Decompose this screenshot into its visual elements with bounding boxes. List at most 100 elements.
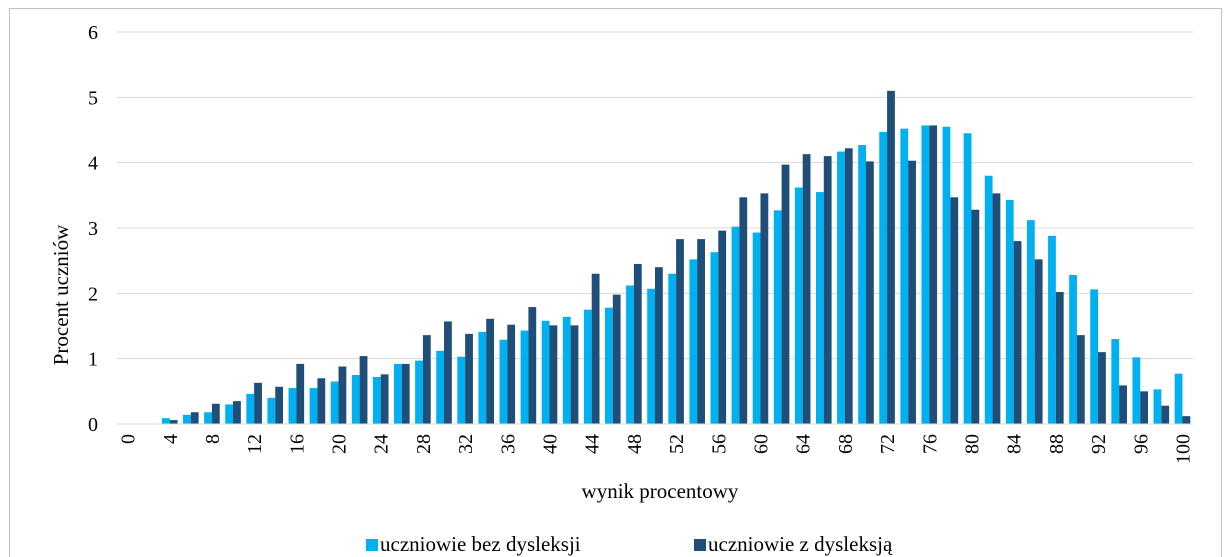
bar: [507, 324, 516, 424]
x-tick-label: 56: [708, 434, 730, 454]
bar: [823, 156, 832, 424]
bar: [296, 363, 305, 424]
x-axis-title: wynik procentowy: [582, 479, 739, 503]
bar: [267, 397, 276, 424]
bar: [549, 325, 558, 424]
x-tick-label: 8: [202, 434, 224, 444]
bar: [1005, 199, 1014, 424]
x-axis-ticks: 0 4 8 12 16 20 24 28 32 36 40 44 48 52 56 60 64 68 72 76 80 8…: [118, 434, 1195, 464]
bar: [963, 133, 972, 424]
bar: [612, 294, 621, 424]
x-tick-label: 60: [750, 434, 772, 454]
bar: [1119, 385, 1127, 424]
bar: [1161, 405, 1170, 424]
y-tick-label: 1: [88, 349, 98, 371]
bar: [591, 273, 600, 424]
x-tick-label: 72: [877, 434, 899, 454]
bar: [1026, 220, 1035, 424]
bar: [971, 209, 980, 424]
bar: [317, 378, 326, 424]
bar: [338, 366, 347, 424]
bar: [984, 175, 993, 424]
x-tick-label: 44: [582, 434, 604, 454]
bar: [697, 239, 705, 424]
bar: [254, 382, 262, 424]
bar: [689, 259, 698, 424]
bar: [225, 404, 234, 424]
bar: [246, 393, 255, 424]
bar: [436, 350, 445, 424]
bar: [844, 148, 853, 425]
bar: [1055, 292, 1064, 424]
bar: [718, 230, 727, 424]
x-tick-label: 40: [540, 434, 562, 454]
x-tick-label: 28: [413, 434, 435, 454]
bar: [858, 145, 866, 424]
bar: [676, 239, 684, 424]
y-tick-label: 0: [88, 414, 98, 436]
bar: [1153, 389, 1162, 424]
bar: [457, 356, 466, 424]
bar: [739, 197, 748, 424]
x-tick-label: 100: [1172, 434, 1194, 464]
bar: [486, 318, 495, 424]
bar: [1132, 357, 1141, 424]
x-tick-label: 96: [1130, 434, 1152, 454]
bar: [478, 331, 487, 424]
bar: [760, 193, 769, 424]
y-axis-title: Procent uczniów: [49, 224, 73, 365]
bar: [647, 288, 655, 424]
legend-label-z-dysleksja: uczniowie z dysleksją: [708, 532, 893, 556]
x-tick-label: 64: [793, 434, 815, 454]
x-tick-label: 84: [1004, 434, 1026, 454]
bar: [204, 412, 212, 424]
bar: [605, 307, 613, 424]
bar: [900, 128, 909, 424]
bars: [161, 90, 1191, 425]
bar: [815, 192, 824, 424]
bar: [731, 226, 740, 424]
legend: uczniowie bez dysleksji uczniowie z dysl…: [366, 532, 893, 556]
bar: [583, 309, 592, 424]
x-tick-label: 52: [666, 434, 688, 454]
bar: [499, 339, 508, 424]
y-tick-label: 3: [88, 218, 98, 240]
bar: [570, 325, 579, 424]
bar: [837, 151, 845, 424]
bar: [394, 363, 402, 424]
bar: [908, 160, 916, 424]
bar: [380, 374, 389, 424]
x-tick-label: 20: [329, 434, 351, 454]
x-tick-label: 4: [160, 434, 182, 444]
bar: [992, 193, 1001, 424]
bar: [1076, 335, 1085, 424]
bar: [275, 386, 284, 424]
bar: [710, 252, 719, 424]
bar: [372, 376, 381, 424]
bar: [1174, 373, 1183, 424]
x-tick-label: 80: [961, 434, 983, 454]
bar: [668, 273, 677, 424]
x-tick-label: 0: [118, 434, 140, 444]
bar: [655, 267, 663, 424]
bar: [633, 263, 642, 424]
bar: [444, 321, 452, 424]
bar: [942, 126, 951, 424]
bar: [415, 360, 423, 424]
y-tick-label: 2: [88, 283, 98, 305]
legend-swatch-z-dysleksja: [694, 539, 706, 551]
legend-swatch-bez-dysleksji: [366, 539, 378, 551]
bar: [541, 320, 550, 424]
bar: [169, 420, 178, 424]
y-tick-label: 5: [88, 87, 98, 109]
bar: [1098, 352, 1106, 424]
bar: [520, 330, 529, 424]
bar: [309, 388, 318, 424]
x-tick-label: 12: [244, 434, 266, 454]
bar: [190, 412, 199, 424]
bar: [921, 125, 930, 425]
bar: [879, 131, 888, 424]
bar: [288, 388, 297, 424]
bar: [330, 381, 339, 424]
